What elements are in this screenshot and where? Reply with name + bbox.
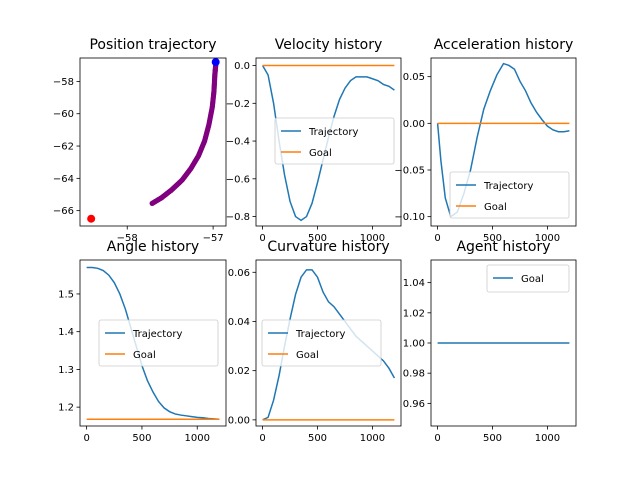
x-tick-label: 0: [434, 433, 440, 444]
x-tick-label: 500: [308, 433, 327, 444]
legend-label: Trajectory: [132, 329, 182, 340]
x-tick-label: 1000: [535, 233, 560, 244]
y-tick-label: 0.04: [228, 317, 250, 328]
chart-panel-curvature: Curvature history 0 500 1000 0.00 0.02 0.04 0.0…: [228, 239, 402, 444]
start-point: [87, 214, 96, 223]
series-line-trajectory: [86, 266, 220, 420]
chart-title: Curvature history: [267, 239, 389, 255]
y-tick-label: −0.2: [226, 99, 250, 110]
chart-panel-angle: Angle history 0 500 1000 1.2 1.3 1.4 1.5 Traject…: [58, 239, 227, 444]
x-tick-label: 1000: [185, 433, 210, 444]
legend-label: Goal: [309, 148, 332, 159]
legend-frame: [261, 319, 382, 367]
y-tick-label: −62: [53, 142, 74, 153]
legend-frame: [274, 117, 395, 165]
plot-area: [86, 266, 220, 420]
y-tick-label: 0.00: [228, 415, 250, 426]
y-tick-label: −64: [53, 174, 74, 185]
x-tick-label: −57: [203, 233, 224, 244]
y-tick-label: 1.4: [58, 327, 74, 338]
y-tick-label: 1.04: [403, 278, 425, 289]
x-tick-label: 0: [434, 233, 440, 244]
x-tick-label: 0: [259, 433, 265, 444]
legend-label: Goal: [296, 350, 319, 361]
y-tick-label: 1.3: [58, 365, 74, 376]
legend-frame: [449, 171, 570, 219]
chart-panel-agent: Agent history 0 500 1000 0.96 0.98 1.00 1.02 1.0…: [403, 239, 577, 444]
chart-title: Angle history: [107, 239, 199, 255]
legend: Goal: [486, 264, 570, 293]
x-tick-label: 500: [308, 233, 327, 244]
axes-frame: [430, 259, 577, 427]
chart-panel-acceleration: Acceleration history 0 500 1000 0.05 0.00 −0.0…: [394, 37, 577, 244]
y-tick-label: −0.8: [226, 212, 250, 223]
x-tick-label: 1000: [360, 233, 385, 244]
legend-label: Trajectory: [295, 329, 345, 340]
chart-title: Position trajectory: [89, 37, 216, 53]
y-tick-label: −0.10: [394, 212, 425, 223]
chart-panel-position: Position trajectory −58 −57 −66 −64 −62 −60 −58: [53, 37, 227, 244]
y-tick-label: −0.05: [394, 166, 425, 177]
legend: Trajectory Goal: [98, 319, 219, 367]
chart-title: Acceleration history: [434, 37, 574, 53]
y-tick-label: 1.00: [403, 339, 425, 350]
y-tick-label: 0.96: [403, 399, 425, 410]
chart-title: Velocity history: [275, 37, 383, 53]
plot-area: [87, 58, 220, 223]
legend-label: Trajectory: [308, 127, 358, 138]
x-tick-label: 0: [83, 433, 89, 444]
y-tick-label: 1.5: [58, 289, 74, 300]
axes-frame: [255, 259, 402, 427]
legend-label: Goal: [133, 350, 156, 361]
x-tick-label: 0: [259, 233, 265, 244]
x-tick-label: 1000: [360, 433, 385, 444]
legend: Trajectory Goal: [261, 319, 382, 367]
legend-label: Goal: [484, 202, 507, 213]
y-tick-label: 0.05: [403, 72, 425, 83]
y-tick-label: 0.06: [228, 268, 250, 279]
axes-frame: [79, 57, 227, 227]
y-tick-label: −58: [53, 77, 74, 88]
y-tick-label: −0.4: [226, 137, 250, 148]
x-tick-label: 500: [483, 433, 502, 444]
y-tick-label: 0.02: [228, 366, 250, 377]
y-tick-label: 0.00: [403, 119, 425, 130]
y-tick-label: 0.98: [403, 369, 425, 380]
x-tick-label: 500: [132, 433, 151, 444]
legend: Trajectory Goal: [274, 117, 395, 165]
legend-frame: [98, 319, 219, 367]
y-tick-label: 1.2: [58, 403, 74, 414]
y-tick-label: 1.02: [403, 308, 425, 319]
legend-frame: [486, 264, 570, 293]
legend: Trajectory Goal: [449, 171, 570, 219]
chart-panel-velocity: Velocity history 0 500 1000 0.0 −0.2 −0.4 −0.6 −…: [226, 37, 402, 244]
x-tick-label: 1000: [535, 433, 560, 444]
axes-frame: [255, 57, 402, 227]
legend-label: Trajectory: [483, 181, 533, 192]
chart-title: Agent history: [456, 239, 550, 255]
y-tick-label: −60: [53, 109, 74, 120]
end-point: [211, 58, 220, 67]
x-tick-label: −58: [117, 233, 138, 244]
y-tick-label: 0.0: [234, 61, 250, 72]
axes-frame: [430, 57, 577, 227]
legend-label: Goal: [521, 274, 544, 285]
y-tick-label: −0.6: [226, 174, 250, 185]
y-tick-label: −66: [53, 206, 74, 217]
x-tick-label: 500: [483, 233, 502, 244]
axes-frame: [79, 259, 227, 427]
